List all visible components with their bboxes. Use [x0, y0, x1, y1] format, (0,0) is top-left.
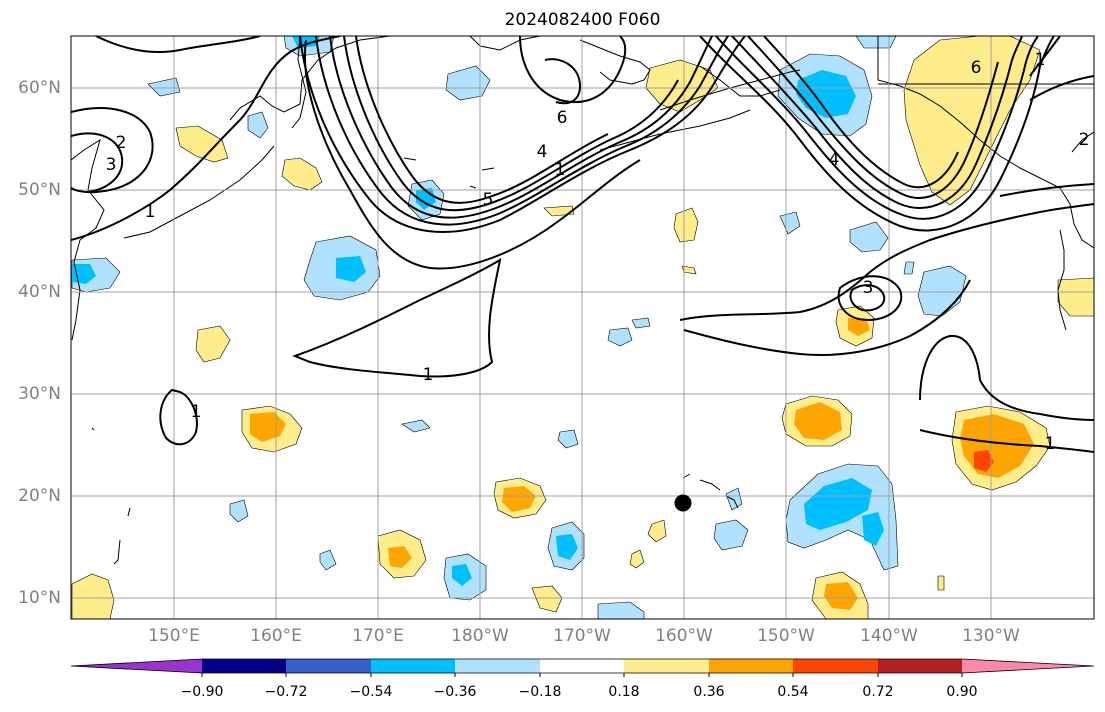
contour-label: 2	[116, 133, 127, 153]
contour-label: 1	[1035, 50, 1046, 70]
contour-label: 6	[971, 58, 982, 78]
colorbar-segment	[286, 659, 371, 673]
colorbar-segment	[624, 659, 709, 673]
lat-label: 10°N	[18, 588, 61, 608]
lon-label: 180°W	[451, 626, 509, 646]
colorbar-tick-label: 0.54	[777, 684, 808, 700]
lon-label: 130°W	[962, 626, 1020, 646]
lat-lon-grid	[71, 36, 1094, 619]
contour-label: 4	[829, 150, 840, 170]
colorbar-segment	[455, 659, 540, 673]
map-plot-area: 2 3 1 6 4 5 1 3 1 1 1 6 1 4 2	[71, 36, 1094, 619]
colorbar-segment	[793, 659, 878, 673]
lon-label: 160°E	[250, 626, 302, 646]
contour-label: 3	[106, 155, 117, 175]
lon-label: 160°W	[655, 626, 713, 646]
plot-frame	[70, 35, 1095, 620]
lat-label: 60°N	[18, 78, 61, 98]
colorbar-tick-labels: −0.90 −0.72 −0.54 −0.36 −0.18 0.18 0.36 …	[181, 684, 978, 700]
colorbar-segment	[878, 659, 962, 673]
lat-label: 50°N	[18, 180, 61, 200]
anomaly-shading	[71, 36, 1094, 619]
colorbar-extend-min	[71, 659, 202, 673]
colorbar-tick-label: 0.36	[693, 684, 724, 700]
contour-label: 1	[191, 402, 202, 422]
lon-label: 170°W	[553, 626, 611, 646]
contour-label: 3	[863, 278, 874, 298]
colorbar-segment	[709, 659, 793, 673]
colorbar-tick-label: −0.72	[265, 684, 308, 700]
contour-lines	[71, 36, 1094, 453]
colorbar-tick-label: −0.36	[434, 684, 477, 700]
colorbar-tick-label: 0.18	[608, 684, 639, 700]
colorbar-segment	[202, 659, 286, 673]
lon-label: 150°W	[757, 626, 815, 646]
lon-label: 140°W	[860, 626, 918, 646]
colorbar-segment	[371, 659, 455, 673]
contour-label: 4	[537, 142, 548, 162]
colorbar-tick-label: 0.90	[946, 684, 977, 700]
colorbar-extend-max	[962, 659, 1094, 673]
lon-axis-labels: 150°E 160°E 170°E 180°W 170°W 160°W 150°…	[148, 626, 1020, 646]
location-marker	[674, 494, 692, 512]
contour-label: 1	[555, 160, 566, 180]
contour-label: 1	[145, 202, 156, 222]
colorbar-segment	[540, 659, 624, 673]
contour-label-group: 2 3 1 6 4 5 1 3 1 1 1 6 1 4 2	[106, 50, 1090, 454]
contour-label: 2	[1079, 130, 1090, 150]
colorbar	[70, 658, 1095, 677]
coastlines	[71, 36, 1094, 565]
lon-label: 170°E	[352, 626, 404, 646]
colorbar-tick-label: 0.72	[862, 684, 893, 700]
contour-label: 6	[557, 108, 568, 128]
map-title: 2024082400 F060	[504, 10, 661, 30]
colorbar-tick-label: −0.54	[350, 684, 393, 700]
lat-label: 40°N	[18, 282, 61, 302]
colorbar-tick-label: −0.18	[519, 684, 562, 700]
contour-label: 1	[423, 365, 434, 385]
lat-label: 20°N	[18, 486, 61, 506]
lat-label: 30°N	[18, 384, 61, 404]
contour-label: 5	[483, 190, 494, 210]
contour-label: 1	[1045, 434, 1056, 454]
lon-label: 150°E	[148, 626, 200, 646]
lat-axis-labels: 60°N 50°N 40°N 30°N 20°N 10°N	[18, 78, 61, 608]
colorbar-tick-label: −0.90	[181, 684, 224, 700]
